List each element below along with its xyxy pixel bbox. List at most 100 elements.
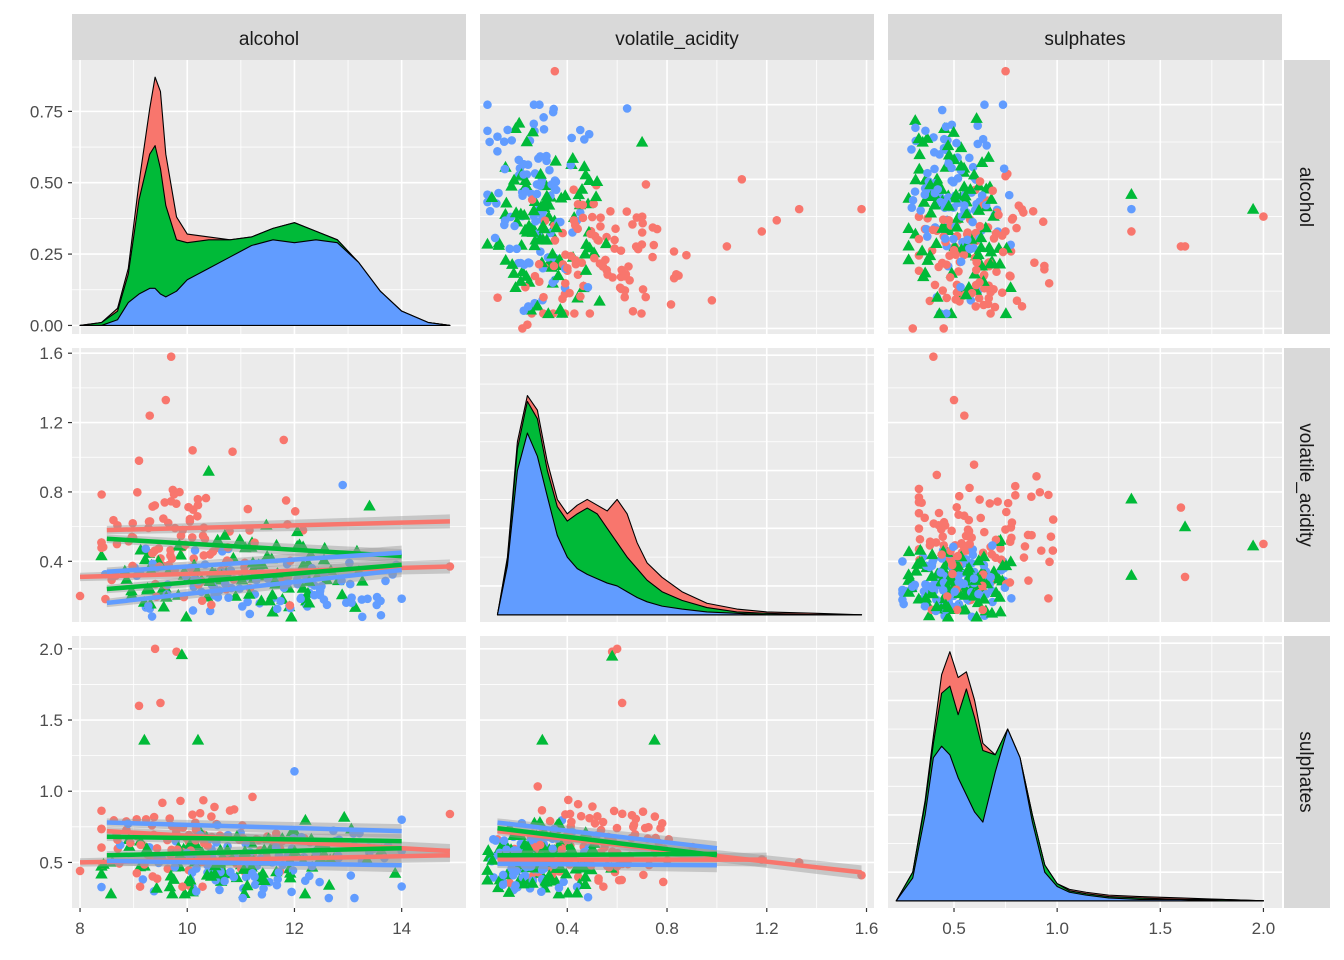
scatter-point-group-3 (523, 160, 533, 169)
scatter-point-group-2 (543, 869, 556, 880)
scatter-point-group-1 (616, 246, 626, 255)
scatter-point-group-2 (926, 587, 939, 599)
scatter-point-group-1 (169, 490, 179, 499)
scatter-point-group-3 (288, 866, 298, 875)
scatter-point-group-1 (560, 279, 570, 288)
scatter-point-group-2 (260, 550, 274, 561)
scatter-point-group-1 (960, 411, 969, 420)
scatter-point-group-2 (502, 885, 516, 897)
scatter-point-group-2 (1246, 539, 1260, 551)
scatter-point-group-2 (1125, 188, 1138, 199)
scatter-point-group-3 (192, 864, 201, 873)
scatter-point-group-2 (298, 887, 312, 899)
scatter-point-group-3 (549, 104, 559, 114)
scatter-point-group-1 (145, 517, 155, 526)
scatter-point-group-1 (1005, 578, 1015, 587)
scatter-point-group-1 (109, 515, 118, 525)
scatter-point-group-3 (499, 137, 509, 146)
scatter-point-group-1 (523, 320, 532, 329)
scatter-point-group-2 (566, 152, 579, 163)
scatter-point-group-3 (381, 576, 390, 586)
scatter-point-group-2 (579, 878, 592, 889)
fit-line-group-2 (497, 826, 718, 858)
scatter-point-group-1 (994, 210, 1003, 220)
scatter-point-group-3 (485, 137, 494, 147)
scatter-point-group-1 (1019, 208, 1028, 217)
scatter-point-group-1 (945, 273, 955, 282)
scatter-point-group-1 (969, 460, 979, 469)
scatter-point-group-1 (920, 513, 930, 523)
scatter-point-group-3 (341, 598, 351, 608)
scatter-point-group-1 (939, 540, 949, 550)
scatter-point-group-2 (95, 867, 108, 879)
scatter-point-group-1 (637, 228, 647, 237)
scatter-point-group-1 (172, 647, 181, 656)
scatter-point-group-1 (948, 569, 957, 579)
scatter-point-group-1 (928, 225, 938, 235)
scatter-point-group-3 (548, 844, 557, 854)
x-tick-label: 1.2 (755, 919, 779, 938)
scatter-point-group-1 (126, 838, 135, 848)
scatter-point-group-3 (287, 887, 296, 897)
scatter-point-group-1 (598, 262, 608, 271)
scatter-point-group-2 (141, 843, 154, 855)
scatter-point-group-2 (913, 162, 926, 174)
axis-tick-labels: 0.00 0.25 0.50 0.75 0.4 0.8 1.2 1.6 0.5 1.0 1.5 2.0… (30, 102, 1275, 938)
scatter-point-group-1 (589, 199, 599, 209)
scatter-point-group-3 (567, 133, 576, 143)
scatter-point-group-3 (949, 234, 958, 244)
strip-label-sulphates: sulphates (1044, 29, 1125, 50)
scatter-point-group-1 (290, 507, 300, 516)
scatter-point-group-2 (930, 237, 943, 248)
scatter-point-group-3 (485, 206, 495, 216)
scatter-point-group-1 (1007, 533, 1016, 543)
scatter-point-group-2 (258, 874, 271, 886)
scatter-point-group-3 (322, 600, 332, 610)
scatter-point-group-3 (965, 153, 974, 163)
scatter-point-group-1 (998, 247, 1008, 257)
scatter-point-group-1 (573, 799, 583, 809)
scatter-point-group-2 (241, 879, 254, 891)
scatter-point-group-1 (620, 286, 630, 295)
scatter-point-group-2 (523, 225, 537, 236)
scatter-point-group-1 (947, 526, 956, 536)
scatter-point-group-1 (951, 295, 960, 304)
scatter-point-group-3 (968, 162, 978, 172)
scatter-point-group-2 (1178, 520, 1192, 532)
scatter-point-group-1 (97, 538, 106, 547)
x-tick-label: 10 (178, 919, 197, 938)
y-tick-label: 0.75 (30, 102, 63, 121)
scatter-point-group-1 (606, 207, 615, 216)
scatter-point-group-2 (959, 189, 972, 201)
scatter-point-group-3 (953, 174, 963, 183)
scatter-point-group-2 (263, 594, 276, 606)
panel-volatile_acidity-vs-alcohol (72, 348, 466, 622)
scatter-point-group-1 (988, 186, 998, 195)
scatter-point-group-3 (964, 244, 974, 253)
scatter-point-group-1 (1045, 557, 1054, 567)
scatter-point-group-3 (537, 887, 546, 897)
scatter-point-group-1 (599, 882, 608, 891)
scatter-point-group-1 (617, 809, 627, 819)
scatter-point-group-2 (992, 572, 1006, 584)
scatter-point-group-1 (594, 874, 603, 883)
scatter-point-group-2 (180, 610, 193, 622)
panel-sulphates-vs-sulphates (888, 636, 1282, 908)
scatter-point-group-1 (622, 207, 632, 216)
scatter-point-group-3 (535, 152, 545, 161)
scatter-point-group-3 (491, 836, 501, 845)
scatter-point-group-2 (157, 600, 170, 612)
fit-line-group-3 (497, 820, 718, 851)
scatter-point-group-3 (397, 882, 406, 891)
scatter-point-group-1 (650, 812, 660, 821)
scatter-point-group-2 (549, 154, 562, 166)
scatter-point-group-2 (505, 179, 518, 191)
scatter-point-group-1 (975, 221, 985, 231)
scatter-point-group-1 (1006, 523, 1016, 532)
scatter-point-group-1 (942, 293, 952, 303)
scatter-point-group-1 (612, 823, 622, 833)
scatter-point-group-1 (193, 500, 203, 510)
scatter-point-group-1 (619, 272, 629, 281)
scatter-point-group-3 (898, 557, 907, 566)
